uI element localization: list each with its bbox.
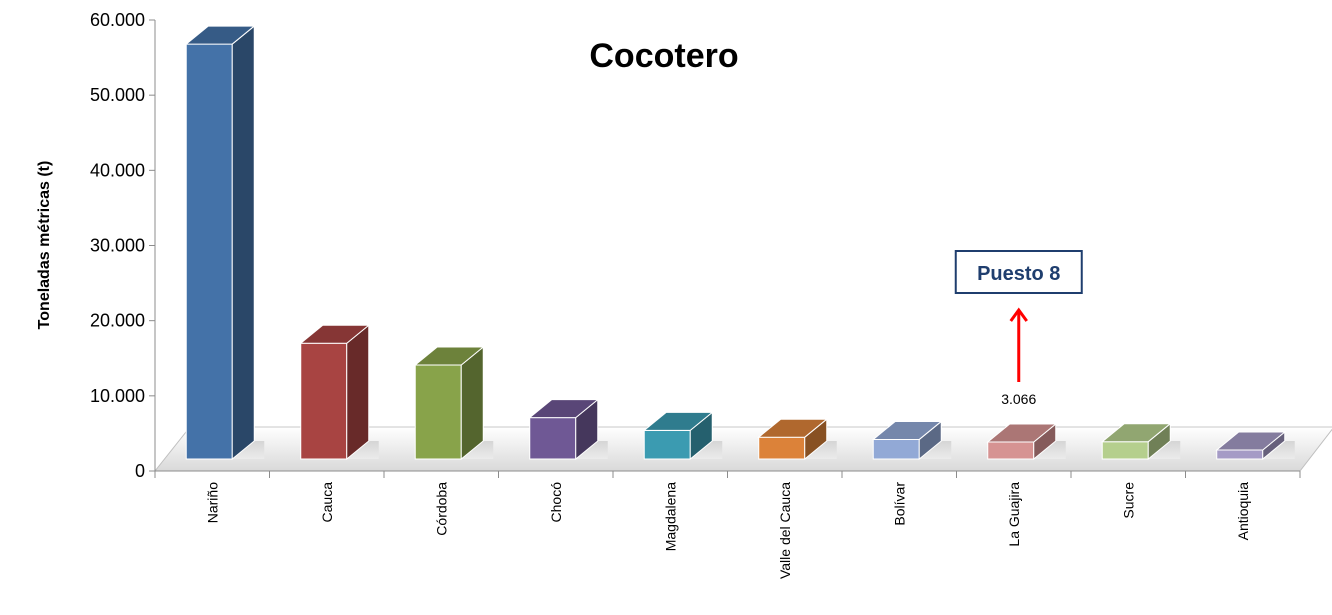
bar-front [987, 441, 1035, 460]
annotation-box [954, 250, 1083, 294]
y-tick-label: 30.000 [90, 236, 145, 256]
x-tick-label: Córdoba [433, 482, 449, 536]
bar-front [185, 43, 233, 460]
annotation-text: Puesto 8 [977, 263, 1060, 285]
x-tick-label: Sucre [1120, 482, 1136, 519]
bar-front [1101, 441, 1149, 460]
y-ticks: 0 10.000 20.000 30.000 40.000 50.000 60.000 [90, 10, 155, 481]
bar-shadow [1148, 441, 1181, 459]
bar [184, 25, 265, 461]
bar-front [529, 417, 577, 460]
bar-shadow [461, 441, 494, 459]
bar [642, 411, 723, 461]
bar-shadow [690, 441, 723, 459]
y-tick-label: 20.000 [90, 311, 145, 331]
annotations: 3.066 Puesto 8 [954, 250, 1083, 407]
bar-side [346, 324, 370, 461]
bar-front [1216, 449, 1264, 460]
x-tick-label: Cauca [319, 482, 335, 523]
bar-shadow [232, 441, 265, 459]
x-tick-label: Antioquia [1235, 482, 1251, 541]
bar [757, 418, 837, 461]
x-tick-label: Magdalena [662, 482, 678, 551]
x-ticks: Nariño Cauca Córdoba Chocó Magdalena Valle de… [154, 471, 1301, 579]
bar-shadow [919, 441, 952, 459]
bar [1215, 430, 1295, 461]
bar-side [231, 25, 255, 461]
bar-top [413, 346, 485, 366]
y-tick-label: 10.000 [90, 386, 145, 406]
bar-front [758, 436, 806, 460]
bar-shadow [575, 441, 608, 459]
y-tick-label: 50.000 [90, 85, 145, 105]
y-axis-label: Toneladas métricas (t) [36, 161, 53, 330]
y-tick-label: 60.000 [90, 10, 145, 30]
bar-side [460, 345, 484, 461]
bar-front [414, 364, 462, 460]
bar [1100, 422, 1181, 461]
bar-top [871, 420, 943, 440]
bars [184, 25, 1295, 461]
x-tick-label: Chocó [548, 482, 564, 523]
x-tick-label: Valle del Cauca [777, 482, 793, 579]
bar-top [299, 324, 371, 344]
bar-top [1100, 423, 1172, 443]
bar-shadow [1262, 441, 1295, 459]
bar-top [1215, 431, 1287, 451]
bar [528, 398, 608, 461]
annotation-arrowhead [1009, 307, 1028, 322]
data-label: 3.066 [1001, 391, 1036, 407]
bar-top [184, 25, 256, 45]
bar-top [528, 399, 600, 419]
bar [871, 420, 952, 461]
bar-front [643, 429, 691, 460]
x-tick-label: Bolívar [891, 482, 907, 526]
bar-top [757, 418, 829, 438]
chart-title: Cocotero [589, 37, 738, 75]
x-tick-label: La Guajira [1006, 482, 1022, 547]
bar-top [986, 423, 1058, 443]
bar-top [642, 411, 714, 431]
bar [986, 422, 1066, 461]
x-tick-label: Nariño [204, 482, 220, 523]
bar [413, 345, 494, 461]
bar-shadow [1033, 441, 1066, 459]
bar-front [872, 438, 920, 460]
bar [299, 324, 379, 461]
bar-shadow [804, 441, 837, 459]
y-tick-label: 0 [135, 461, 145, 481]
bar-front [300, 342, 348, 460]
bar-shadow [346, 441, 379, 459]
y-tick-label: 40.000 [90, 160, 145, 180]
